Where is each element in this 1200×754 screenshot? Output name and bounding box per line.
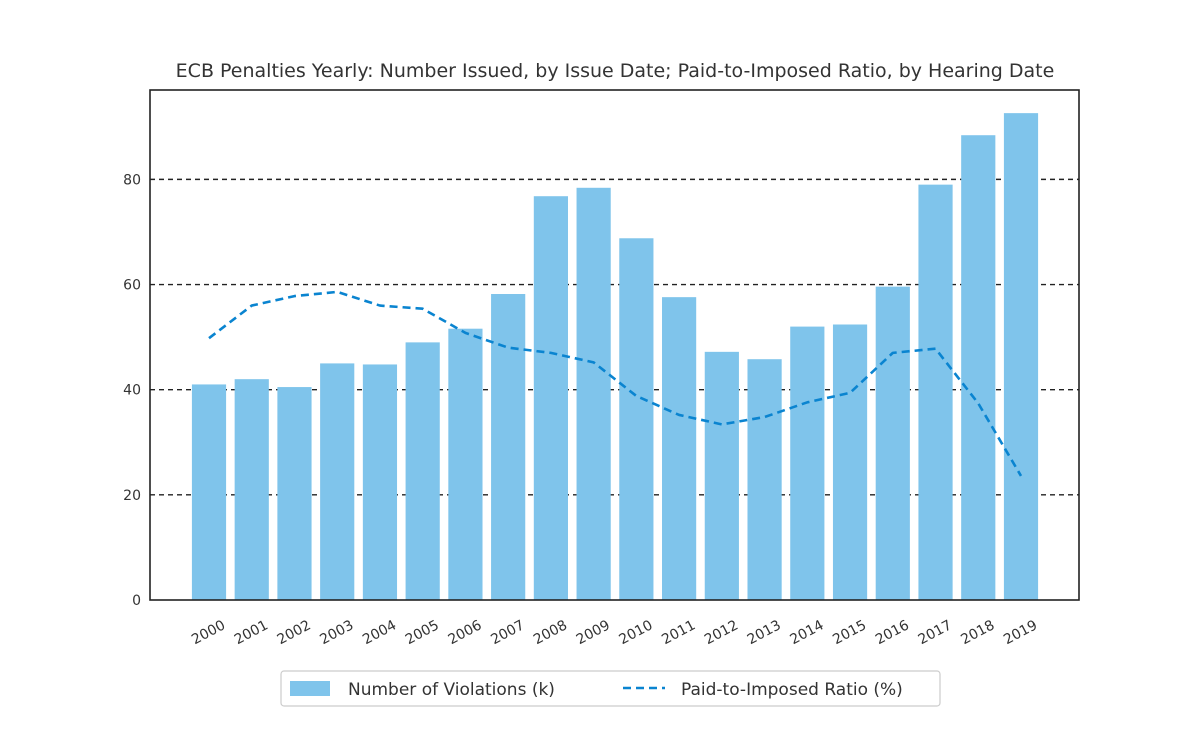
bar-2003 [320, 363, 355, 600]
x-tick-label-2001: 2001 [232, 617, 271, 648]
y-axis: 0 20 40 60 80 [123, 172, 141, 609]
x-tick-label-2010: 2010 [617, 617, 656, 648]
x-tick-label-2016: 2016 [873, 617, 912, 648]
y-tick-label-40: 40 [123, 383, 141, 399]
x-tick-label-2008: 2008 [531, 617, 570, 648]
bar-2018 [961, 135, 996, 600]
bar-2008 [533, 196, 568, 601]
x-axis: 2000 2001 2002 2003 2004 2005 2006 2007 2008 2009… [189, 617, 1040, 648]
x-tick-label-2015: 2015 [830, 617, 869, 648]
x-tick-label-2018: 2018 [958, 617, 997, 648]
y-tick-label-20: 20 [123, 488, 141, 504]
legend-swatch-bars [290, 681, 330, 696]
legend: Number of Violations (k) Paid-to-Imposed… [280, 670, 941, 707]
x-tick-label-2000: 2000 [189, 617, 228, 648]
bar-2012 [704, 351, 739, 600]
y-tick-label-80: 80 [123, 172, 141, 188]
y-tick-label-60: 60 [123, 278, 141, 294]
x-tick-label-2013: 2013 [745, 617, 784, 648]
bar-2000 [191, 384, 227, 600]
bar-2007 [491, 294, 526, 600]
x-tick-label-2006: 2006 [446, 617, 485, 648]
x-tick-label-2017: 2017 [916, 617, 955, 648]
line-layer [208, 290, 1023, 477]
bar-2016 [875, 286, 910, 600]
bar-2011 [662, 297, 697, 600]
x-tick-label-2012: 2012 [702, 617, 741, 648]
bar-2004 [362, 364, 398, 600]
bar-2009 [576, 187, 611, 600]
x-tick-label-2007: 2007 [488, 617, 527, 648]
x-tick-label-2011: 2011 [659, 617, 698, 648]
bar-2014 [790, 326, 825, 600]
bar-2005 [405, 342, 440, 600]
line-series-ratio [208, 290, 1023, 477]
x-tick-label-2009: 2009 [574, 617, 613, 648]
x-tick-label-2004: 2004 [360, 617, 399, 648]
bar-2015 [832, 324, 868, 600]
x-tick-label-2014: 2014 [787, 617, 826, 648]
x-tick-label-2002: 2002 [275, 617, 314, 648]
legend-label-line: Paid-to-Imposed Ratio (%) [681, 680, 903, 700]
x-tick-label-2003: 2003 [317, 617, 356, 648]
bar-2001 [234, 379, 269, 600]
bar-2017 [918, 184, 953, 601]
chart-title: ECB Penalties Yearly: Number Issued, by … [176, 60, 1055, 82]
bar-2013 [747, 359, 782, 600]
y-tick-label-0: 0 [132, 593, 141, 609]
bar-2010 [619, 238, 654, 600]
bar-2019 [1003, 113, 1039, 600]
x-tick-label-2005: 2005 [403, 617, 442, 648]
legend-frame [280, 670, 941, 707]
plot-frame [149, 89, 1080, 601]
bar-layer [191, 113, 1039, 601]
x-tick-label-2019: 2019 [1001, 617, 1040, 648]
bar-2002 [277, 387, 312, 600]
legend-label-bars: Number of Violations (k) [348, 680, 555, 700]
bar-2006 [448, 328, 483, 600]
